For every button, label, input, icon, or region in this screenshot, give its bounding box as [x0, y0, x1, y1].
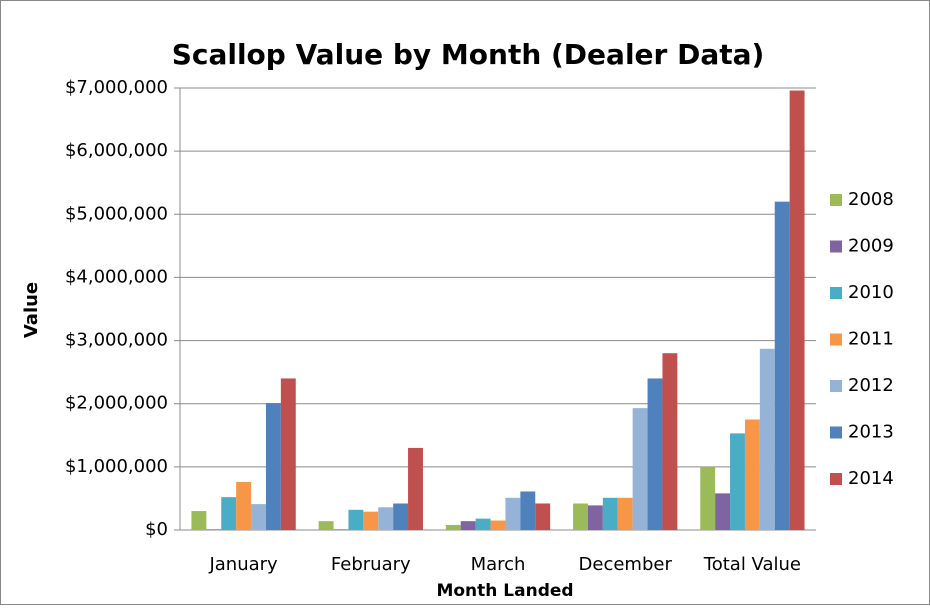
bar: [573, 503, 588, 530]
y-axis-label: Value: [21, 282, 42, 338]
y-tick-label: $0: [145, 519, 168, 540]
x-tick-label: December: [579, 554, 673, 575]
bar: [602, 497, 618, 530]
legend-swatch: [830, 380, 842, 392]
bar: [363, 511, 379, 530]
x-tick-label: February: [331, 554, 411, 575]
legend-label: 2010: [848, 282, 894, 303]
bar: [251, 504, 266, 530]
y-tick-label: $5,000,000: [65, 203, 168, 224]
bar: [221, 497, 237, 530]
bar: [647, 378, 663, 530]
bar: [700, 466, 716, 530]
bar: [460, 521, 476, 530]
x-tick-label: Total Value: [703, 554, 801, 575]
legend-swatch: [830, 194, 842, 206]
bar: [662, 353, 678, 530]
legend-label: 2011: [848, 329, 894, 350]
bar: [318, 521, 334, 530]
bar: [789, 90, 805, 531]
y-tick-label: $4,000,000: [65, 266, 168, 287]
bar: [774, 201, 790, 530]
bar: [587, 505, 603, 530]
bar: [490, 520, 506, 530]
legend-swatch: [830, 333, 842, 346]
bar: [378, 507, 394, 530]
y-tick-label: $7,000,000: [65, 77, 168, 98]
bar: [280, 378, 296, 530]
bar: [617, 497, 633, 530]
chart-title: Scallop Value by Month (Dealer Data): [172, 38, 765, 71]
bar: [744, 419, 760, 530]
bar: [191, 511, 207, 530]
y-tick-label: $1,000,000: [65, 456, 168, 477]
legend-swatch: [830, 426, 842, 439]
bar: [393, 503, 409, 530]
x-axis-label: Month Landed: [436, 581, 573, 601]
x-tick-label: January: [208, 554, 278, 575]
bar: [206, 529, 222, 530]
bar: [445, 524, 461, 530]
x-tick-label: March: [471, 554, 526, 575]
bar: [535, 503, 551, 530]
y-tick-label: $2,000,000: [65, 393, 168, 414]
bar: [759, 348, 775, 530]
legend-label: 2014: [848, 468, 894, 489]
legend-label: 2013: [848, 422, 894, 443]
legend-swatch: [830, 240, 842, 253]
legend-swatch: [830, 287, 842, 299]
bar: [520, 491, 536, 530]
bar: [730, 433, 745, 530]
bar: [408, 447, 423, 530]
bar: [475, 518, 491, 530]
bar: [505, 497, 521, 530]
bar: [715, 493, 731, 530]
bar: [236, 482, 252, 530]
legend-swatch: [830, 473, 842, 485]
bar: [632, 408, 648, 530]
bar: [333, 529, 349, 530]
y-tick-label: $3,000,000: [65, 330, 168, 351]
y-tick-label: $6,000,000: [65, 140, 168, 161]
legend-label: 2009: [848, 236, 894, 257]
bar: [348, 509, 364, 530]
legend-label: 2012: [848, 375, 894, 396]
legend-label: 2008: [848, 189, 894, 210]
bar: [265, 403, 281, 530]
